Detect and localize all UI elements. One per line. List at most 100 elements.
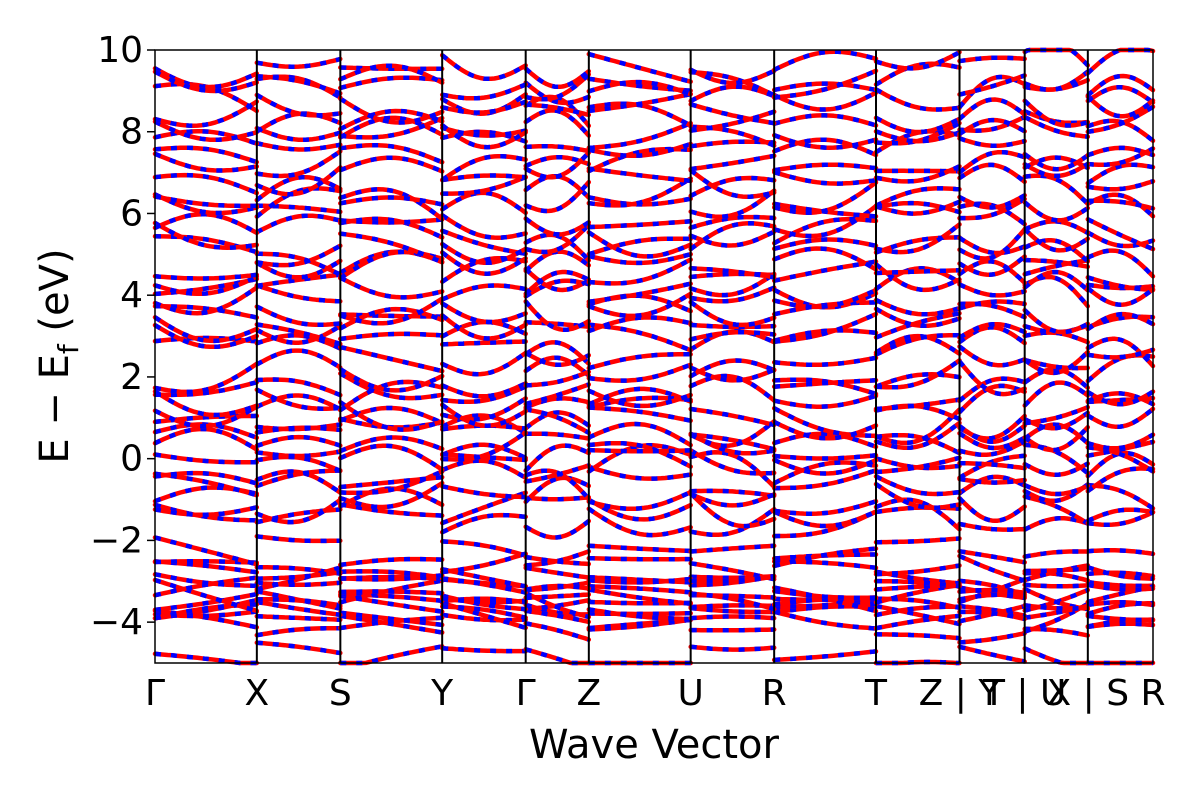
band-line-overlay (1086, 311, 1155, 331)
band-line-overlay (525, 369, 590, 388)
band-line-overlay (876, 578, 960, 589)
band-line-overlay (339, 400, 443, 432)
band-line-overlay (1087, 548, 1154, 557)
band-line-overlay (1023, 410, 1090, 431)
band-line-overlay (1087, 145, 1154, 158)
band-line-overlay (525, 554, 589, 567)
band-line-overlay (690, 644, 775, 652)
band-line-overlay (958, 644, 1026, 664)
band-line (523, 518, 592, 540)
x-axis-title: Wave Vector (529, 722, 780, 768)
band-line (439, 551, 528, 575)
band-line (439, 99, 528, 115)
band-line-overlay (959, 73, 1026, 97)
band-line-overlay (154, 591, 258, 613)
band-line (439, 512, 528, 535)
band-line (873, 49, 962, 71)
band-line-overlay (339, 115, 444, 140)
band-line (254, 599, 343, 618)
band-line-overlay (154, 361, 259, 395)
band-line-overlay (689, 491, 775, 529)
band-line-overlay (958, 431, 1026, 451)
band-line (957, 97, 1027, 122)
band-line-overlay (340, 589, 443, 596)
x-tick-label: U (677, 673, 703, 714)
band-line-overlay (588, 79, 692, 97)
band-line-overlay (1024, 570, 1089, 583)
band-line-overlay (340, 312, 443, 319)
band-line-overlay (773, 246, 878, 272)
band-line (1022, 380, 1091, 408)
band-line-overlay (440, 402, 527, 428)
band-line-overlay (588, 141, 692, 159)
band-line-overlay (875, 632, 960, 641)
band-line-overlay (690, 543, 775, 554)
high-symmetry-lines (255, 50, 1089, 663)
band-line-overlay (958, 423, 1027, 444)
band-line-overlay (587, 388, 692, 409)
band-line-overlay (339, 296, 444, 326)
band-line-overlay (1087, 104, 1155, 135)
band-line-overlay (339, 75, 443, 91)
band-line (254, 149, 343, 179)
band-line (688, 644, 777, 652)
band-line (254, 377, 343, 398)
band-line-overlay (154, 577, 258, 614)
band-line-overlay (525, 495, 590, 502)
band-line-overlay (1023, 274, 1090, 308)
band-line (439, 458, 528, 481)
band-line-overlay (773, 393, 877, 409)
band-line (338, 187, 445, 222)
band-line-overlay (773, 457, 877, 476)
band-line (688, 285, 777, 304)
band-line-overlay (339, 275, 443, 300)
band-line (688, 432, 777, 452)
band-line (439, 442, 528, 461)
band-line-overlay (588, 315, 692, 334)
band-line (439, 82, 528, 101)
band-line-overlay (255, 186, 341, 219)
band-line-overlay (773, 68, 877, 100)
y-axis-ticks: −4 −2 0 2 4 6 8 10 (90, 30, 155, 643)
band-line (254, 497, 343, 525)
band-line-overlay (154, 272, 258, 281)
band-line-overlay (153, 389, 258, 418)
band-line (523, 565, 592, 580)
band-line (957, 383, 1027, 415)
band-line-overlay (588, 166, 691, 184)
band-line-overlay (524, 355, 591, 378)
band-line-overlay (1024, 626, 1089, 638)
band-line (254, 425, 343, 435)
band-line-overlay (874, 482, 960, 511)
band-line-overlay (256, 534, 341, 544)
band-line-overlay (1023, 155, 1089, 170)
band-line-overlay (524, 590, 590, 620)
band-line-overlay (690, 592, 775, 600)
band-line-overlay (525, 621, 590, 642)
x-tick-label: Z | Y (919, 673, 1002, 714)
band-line-overlay (1023, 269, 1090, 292)
band-line (254, 165, 343, 197)
band-line-overlay (773, 288, 877, 310)
band-line (254, 125, 343, 143)
band-line-overlay (154, 192, 258, 216)
band-line-overlay (440, 242, 527, 266)
band-line (688, 406, 777, 428)
band-line-overlay (1024, 549, 1088, 559)
band-line-overlay (1024, 566, 1088, 574)
band-line-overlay (773, 180, 878, 215)
y-tick-label: 0 (120, 439, 143, 480)
band-line-overlay (774, 509, 877, 539)
band-line-overlay (256, 569, 341, 581)
band-line (254, 468, 343, 489)
band-line (873, 306, 962, 329)
band-line-overlay (153, 323, 258, 350)
band-line (688, 214, 777, 230)
band-line-overlay (154, 485, 258, 504)
band-line-overlay (525, 431, 590, 441)
band-line (1085, 406, 1156, 430)
band-line-overlay (773, 162, 877, 173)
band-line (688, 491, 777, 508)
band-line-overlay (773, 311, 877, 344)
band-line-overlay (774, 649, 877, 663)
